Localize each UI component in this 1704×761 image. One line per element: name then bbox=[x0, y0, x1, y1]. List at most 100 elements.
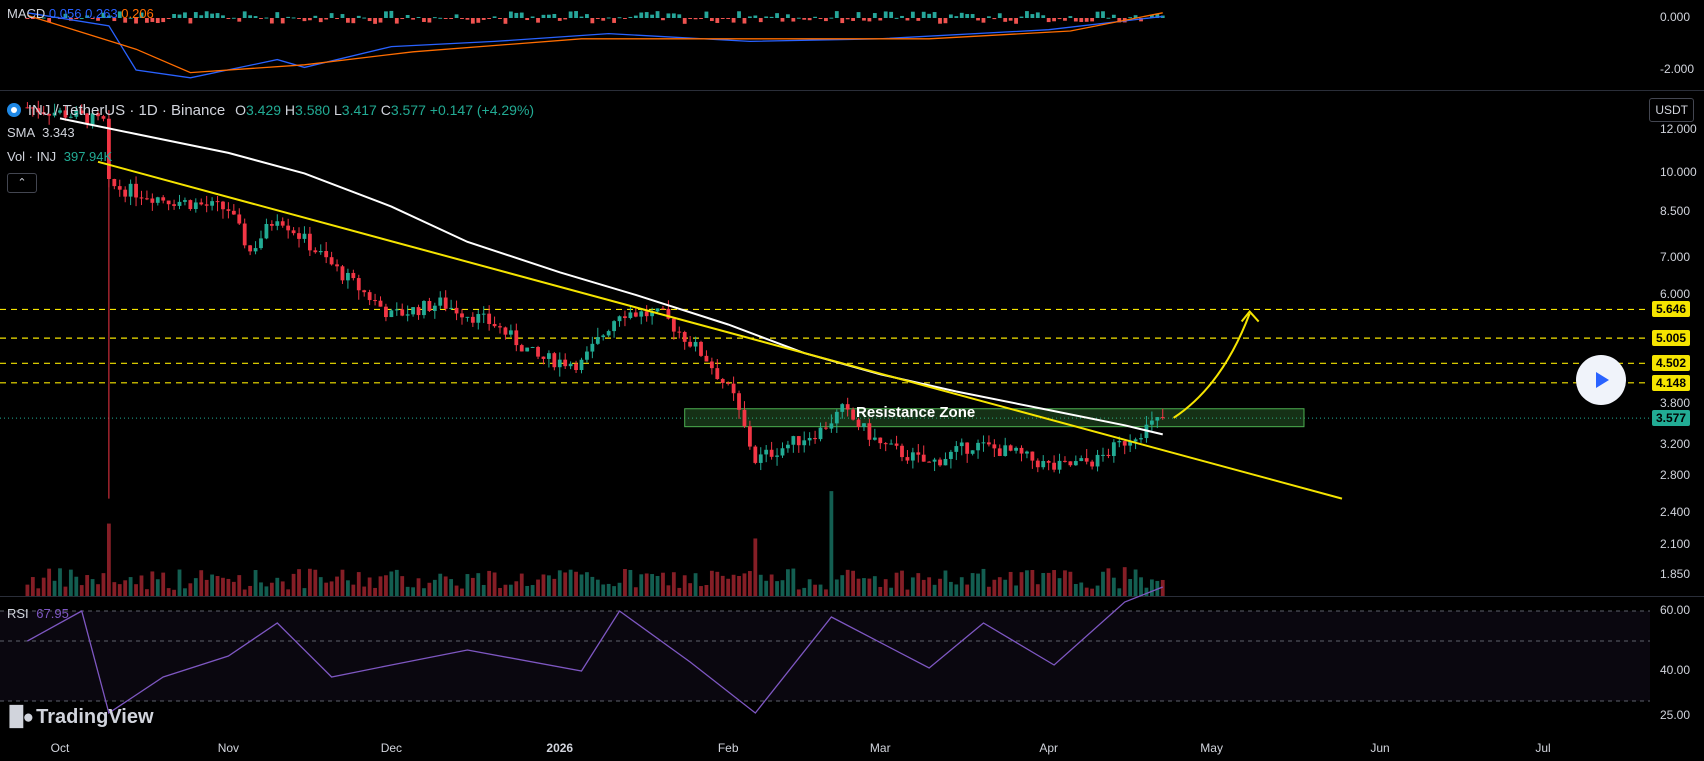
volume-bar bbox=[813, 584, 817, 596]
rsi-label: RSI bbox=[7, 606, 29, 621]
volume-bar bbox=[514, 581, 519, 596]
volume-bar bbox=[709, 570, 714, 596]
volume-bar bbox=[329, 581, 334, 596]
pane-separator-top[interactable] bbox=[0, 90, 1704, 91]
candle-body bbox=[291, 230, 296, 234]
macd-hist-bar bbox=[177, 14, 182, 18]
candle-body bbox=[30, 107, 35, 109]
price-tick-label: 10.000 bbox=[1660, 165, 1697, 180]
volume-bar bbox=[25, 584, 30, 596]
macd-hist-bar bbox=[829, 17, 834, 19]
macd-hist-bar bbox=[623, 18, 627, 19]
volume-bar bbox=[384, 575, 388, 596]
candle-body bbox=[394, 309, 399, 311]
candle-body bbox=[536, 346, 540, 357]
candle-body bbox=[172, 204, 176, 206]
volume-bar bbox=[449, 579, 454, 596]
candle-body bbox=[633, 312, 638, 317]
candle-body bbox=[715, 368, 720, 380]
candle-body bbox=[400, 309, 405, 316]
macd-hist-bar bbox=[802, 18, 807, 20]
volume-bar bbox=[1079, 582, 1084, 596]
candle-body bbox=[367, 292, 372, 301]
macd-hist-bar bbox=[1106, 17, 1111, 19]
volume-bar bbox=[677, 587, 682, 596]
volume-bar bbox=[775, 581, 779, 596]
macd-hist-bar bbox=[671, 13, 676, 18]
level-price-tag: 5.646 bbox=[1651, 301, 1690, 318]
candle-body bbox=[927, 461, 932, 463]
macd-hist-bar bbox=[699, 18, 703, 19]
collapse-legend-button[interactable]: ⌃ bbox=[7, 173, 37, 193]
macd-legend: MACD 0.056 0.263 0.206 bbox=[7, 6, 154, 21]
candle-body bbox=[1155, 417, 1160, 421]
tradingview-mark-icon: ▉● bbox=[10, 707, 34, 728]
macd-hist-bar bbox=[237, 18, 242, 22]
macd-hist-bar bbox=[503, 18, 508, 24]
macd-hist-bar bbox=[351, 18, 356, 24]
volume-bar bbox=[840, 575, 845, 596]
candle-body bbox=[422, 301, 426, 316]
price-tick-label: 7.000 bbox=[1660, 250, 1691, 265]
candle-body bbox=[612, 321, 616, 332]
volume-bar bbox=[606, 583, 611, 596]
macd-hist-bar bbox=[166, 18, 171, 19]
volume-bar bbox=[275, 577, 280, 596]
volume-bar bbox=[574, 571, 578, 596]
time-tick-label: Nov bbox=[217, 741, 240, 755]
level-price-tag: 4.502 bbox=[1651, 355, 1690, 372]
macd-hist-bar bbox=[514, 12, 519, 18]
candle-body bbox=[1073, 461, 1078, 466]
candle-body bbox=[275, 221, 280, 226]
volume-bar bbox=[362, 586, 367, 596]
candle-body bbox=[1030, 451, 1035, 461]
volume-bar bbox=[155, 579, 160, 596]
play-icon bbox=[1596, 372, 1609, 388]
symbol-title[interactable]: INJ / TetherUS · 1D · Binance bbox=[27, 102, 226, 119]
candle-body bbox=[1052, 462, 1057, 470]
volume-bar bbox=[568, 569, 573, 596]
volume-bar bbox=[1003, 579, 1008, 596]
time-tick-label: Apr bbox=[1039, 741, 1058, 755]
volume-bar bbox=[992, 579, 997, 596]
macd-hist-bar bbox=[1133, 15, 1138, 18]
sma-legend[interactable]: SMA 3.343 bbox=[7, 125, 75, 140]
replay-button[interactable] bbox=[1576, 355, 1626, 405]
candle-body bbox=[237, 214, 242, 224]
volume-bar bbox=[1133, 569, 1138, 596]
currency-button[interactable]: USDT bbox=[1649, 98, 1694, 122]
volume-legend[interactable]: Vol · INJ 397.94K bbox=[7, 149, 112, 164]
candle-body bbox=[1068, 461, 1073, 466]
macd-hist-bar bbox=[443, 18, 448, 19]
sma-value: 3.343 bbox=[42, 125, 75, 140]
candle-body bbox=[1008, 445, 1013, 451]
volume-bar bbox=[264, 586, 269, 596]
macd-hist-bar bbox=[541, 14, 546, 18]
volume-bar bbox=[1128, 579, 1133, 596]
macd-hist-bar bbox=[117, 11, 122, 18]
symbol-legend: INJ / TetherUS · 1D · Binance O3.429 H3.… bbox=[7, 102, 534, 119]
tradingview-logo[interactable]: ▉● TradingView bbox=[10, 706, 154, 729]
volume-bar bbox=[117, 584, 122, 596]
rsi-tick-label: 25.00 bbox=[1660, 708, 1691, 722]
volume-bar bbox=[927, 577, 932, 596]
macd-hist-bar bbox=[172, 14, 176, 18]
candle-body bbox=[117, 186, 122, 190]
volume-bar bbox=[1041, 572, 1046, 596]
macd-hist-bar bbox=[948, 14, 953, 18]
volume-bar bbox=[780, 580, 785, 596]
pane-separator-bottom[interactable] bbox=[0, 596, 1704, 597]
volume-bar bbox=[965, 584, 970, 596]
macd-hist-bar bbox=[1019, 16, 1024, 18]
macd-hist-bar bbox=[275, 12, 280, 18]
macd-hist-bar bbox=[123, 18, 128, 23]
macd-hist-bar bbox=[226, 18, 231, 19]
volume-bar bbox=[834, 579, 839, 596]
candle-body bbox=[1149, 420, 1154, 425]
macd-hist-bar bbox=[460, 18, 464, 19]
volume-bar bbox=[1030, 569, 1035, 596]
candle-body bbox=[796, 436, 801, 446]
volume-bar bbox=[394, 569, 399, 596]
volume-bar bbox=[1068, 571, 1073, 596]
